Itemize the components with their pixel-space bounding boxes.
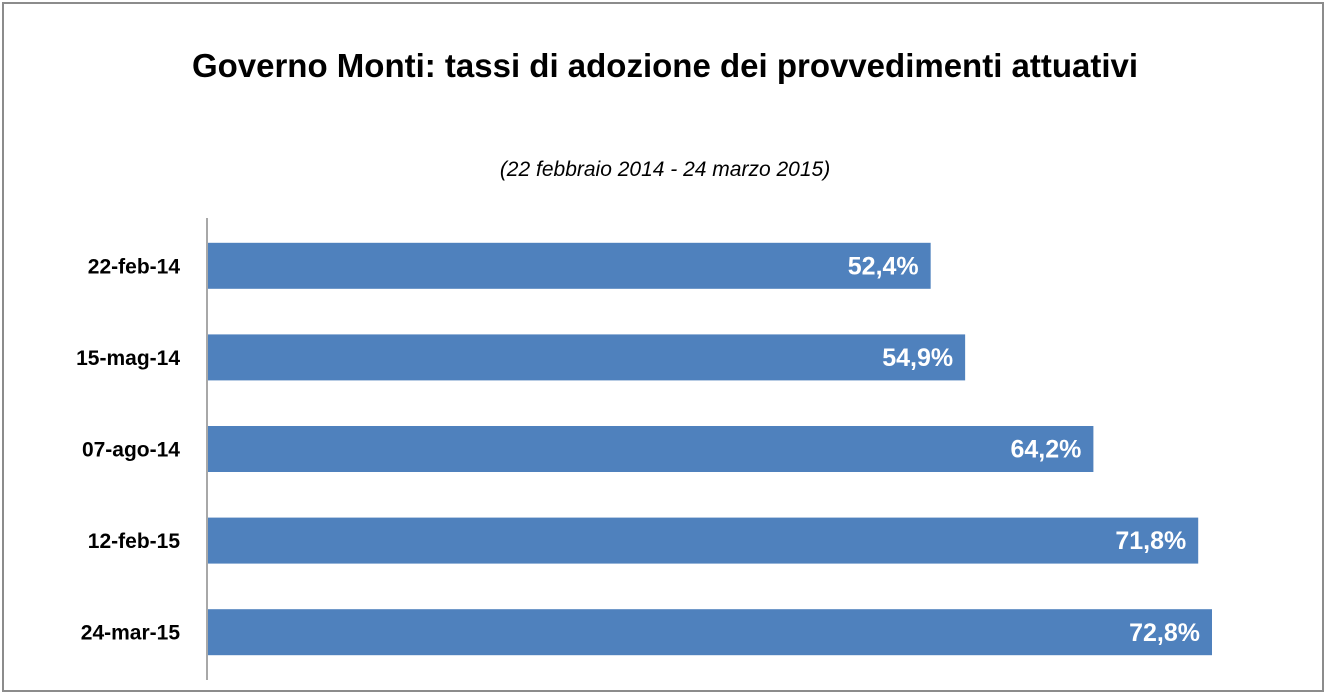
category-label: 24-mar-15 [81,622,181,645]
bar [208,242,931,289]
bar [208,517,1199,564]
category-label: 07-ago-14 [82,439,180,462]
category-label: 15-mag-14 [76,347,180,370]
bar [208,426,1094,472]
category-label: 22-feb-14 [88,255,181,278]
value-label: 64,2% [1011,436,1082,464]
value-label: 72,8% [1129,619,1200,647]
value-label: 71,8% [1115,527,1186,555]
bar [208,334,966,381]
value-label: 54,9% [882,344,953,372]
value-label: 52,4% [848,252,919,280]
chart-subtitle: (22 febbraio 2014 - 24 marzo 2015) [499,158,831,181]
bar [208,609,1212,656]
chart-title: Governo Monti: tassi di adozione dei pro… [191,47,1139,84]
category-label: 12-feb-15 [88,530,181,553]
